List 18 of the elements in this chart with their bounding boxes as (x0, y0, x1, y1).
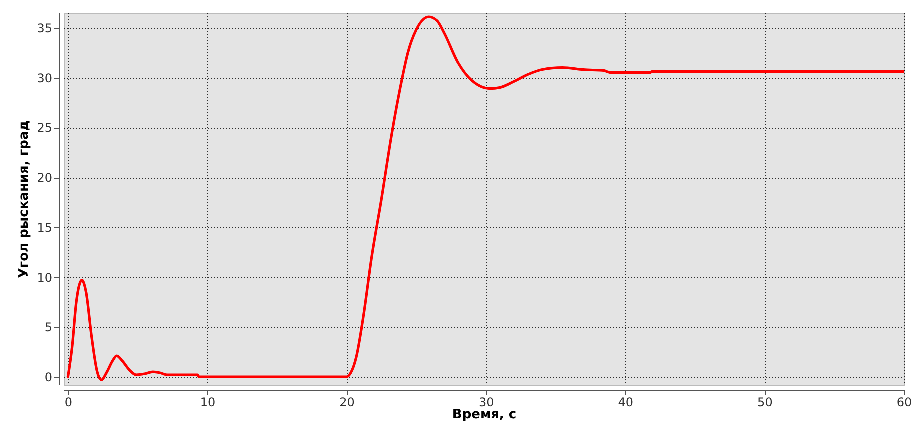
y-tick-label: 25 (37, 121, 52, 136)
y-tick-label: 35 (37, 21, 52, 36)
y-tick-label: 30 (37, 71, 52, 86)
x-tick-label: 30 (478, 396, 494, 410)
x-tick-label: 60 (896, 396, 912, 410)
y-tick-label: 20 (37, 171, 52, 186)
x-tick-label: 50 (758, 396, 773, 410)
y-tick-label: 10 (37, 270, 52, 285)
x-tick-label: 0 (64, 396, 72, 410)
y-tick-label: 15 (37, 220, 52, 235)
line-series (66, 16, 904, 382)
y-axis-title: Угол рыскания, град (17, 120, 32, 278)
y-tick-label: 5 (44, 320, 52, 335)
x-tick-label: 20 (340, 396, 355, 410)
x-tick-label: 40 (618, 396, 634, 410)
y-tick-label: 0 (44, 370, 52, 385)
x-tick-label: 10 (200, 396, 216, 410)
x-axis-title: Время, с (452, 408, 517, 422)
